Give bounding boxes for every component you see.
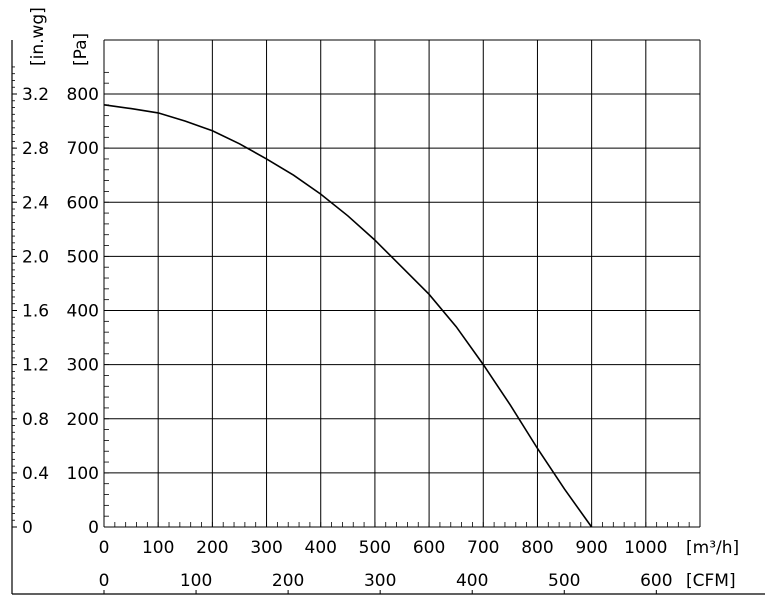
y-tick-label-inwg: 0: [22, 518, 33, 538]
y-tick-label-pa: 400: [67, 302, 99, 322]
y-tick-label-inwg: 1.2: [22, 356, 49, 376]
y-axis-unit-pa: [Pa]: [71, 33, 91, 66]
x-tick-label-cfm: 0: [99, 571, 110, 591]
x-tick-label-m3h: 900: [575, 538, 607, 558]
x-tick-label-m3h: 200: [196, 538, 228, 558]
y-tick-label-pa: 200: [67, 410, 99, 430]
y-tick-label-inwg: 2.4: [22, 193, 49, 213]
x-tick-label-m3h: 800: [521, 538, 553, 558]
x-tick-label-cfm: 100: [180, 571, 212, 591]
y-tick-label-pa: 600: [67, 193, 99, 213]
x-tick-label-m3h: 600: [413, 538, 445, 558]
y-tick-label-pa: 300: [67, 356, 99, 376]
x-tick-label-m3h: 0: [99, 538, 110, 558]
minor-ticks: [103, 71, 701, 594]
y-tick-label-pa: 500: [67, 247, 99, 267]
y-tick-label-inwg: 3.2: [22, 85, 49, 105]
x-axis-unit-m3h: [m³/h]: [686, 538, 739, 558]
y-tick-label-inwg: 0.4: [22, 464, 49, 484]
x-tick-label-m3h: 400: [305, 538, 337, 558]
x-axis-unit-cfm: [CFM]: [686, 571, 736, 591]
y-tick-label-pa: 800: [67, 85, 99, 105]
x-tick-label-m3h: 500: [359, 538, 391, 558]
x-tick-label-m3h: 100: [142, 538, 174, 558]
y-tick-label-pa: 700: [67, 139, 99, 159]
x-tick-label-m3h: 300: [250, 538, 282, 558]
y-tick-label-pa: 100: [67, 464, 99, 484]
x-tick-label-cfm: 300: [364, 571, 396, 591]
x-tick-label-cfm: 600: [640, 571, 672, 591]
x-tick-label-m3h: 1000: [624, 538, 667, 558]
chart-grid: [103, 39, 701, 528]
y-tick-label-pa: 0: [88, 518, 99, 538]
curve-layer: [103, 104, 593, 528]
fan-curve-line: [103, 104, 593, 528]
x-tick-label-cfm: 400: [456, 571, 488, 591]
y-tick-label-inwg: 1.6: [22, 302, 49, 322]
chart-left-frame: [11, 40, 765, 595]
tick-labels: 0 100 200 300 400 500 600 700 800 0 0.4 0.8 1.2 1.6 2.…: [22, 7, 739, 591]
x-tick-label-cfm: 200: [272, 571, 304, 591]
y-tick-label-inwg: 0.8: [22, 410, 49, 430]
y-tick-label-inwg: 2.0: [22, 247, 49, 267]
y-axis-unit-inwg: [in.wg]: [28, 7, 48, 66]
x-tick-label-m3h: 700: [467, 538, 499, 558]
x-tick-label-cfm: 500: [548, 571, 580, 591]
y-tick-label-inwg: 2.8: [22, 139, 49, 159]
